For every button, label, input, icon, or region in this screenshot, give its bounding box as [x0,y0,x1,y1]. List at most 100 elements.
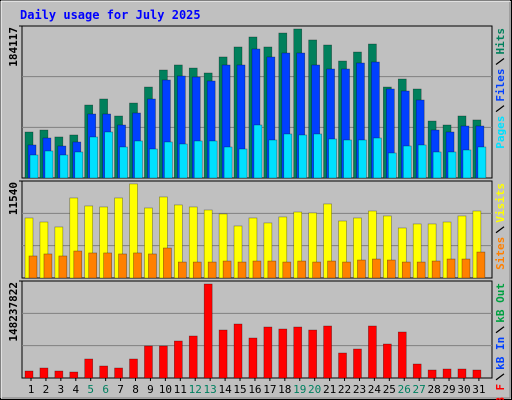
bar [477,146,487,179]
bar [383,343,392,379]
bar [237,261,247,279]
bar [29,154,39,179]
legend-separator [495,373,505,381]
bar [343,139,352,179]
chart-title: Daily usage for July 2025 [20,8,201,22]
bar [297,260,307,279]
bar [447,151,457,179]
legend-label: kB In [494,337,507,370]
bar [222,260,232,279]
bar [283,133,293,179]
bar [203,283,213,379]
bar [208,140,218,179]
bar [223,146,233,179]
bar [323,325,332,379]
bar [104,131,113,179]
bar [28,255,38,279]
x-tick-label: 19 [293,383,306,396]
x-tick-label: 17 [263,383,276,396]
bar [308,329,317,379]
legend-separator [495,326,505,334]
x-tick-label: 22 [338,383,351,396]
x-tick-label: 29 [442,383,455,396]
x-tick-label: 11 [174,383,187,396]
bar [267,260,277,279]
bar [442,368,452,379]
bar [312,261,321,279]
bar [327,260,336,279]
x-tick-label: 26 [398,383,411,396]
bar [338,352,347,379]
x-tick-label: 14 [218,383,232,396]
bar [368,325,377,379]
y-tick-label: 184117 [7,27,20,67]
y-tick-label: 11540 [7,182,20,215]
bar [59,154,69,179]
bar [268,139,278,179]
bar [293,326,303,379]
x-tick-label: 13 [204,383,217,396]
bar [397,331,407,379]
bar [148,253,157,279]
x-tick-label: 6 [102,383,109,396]
legend-separator [495,226,505,234]
legend-separator [495,58,505,65]
bar [163,247,172,279]
bar [193,140,203,179]
bar [118,253,127,279]
x-tick-label: 15 [233,383,246,396]
bar [412,363,422,379]
bar [69,371,79,379]
legend-label: Visits [494,183,507,223]
bar [416,261,426,279]
bar [388,152,397,179]
bar [207,261,217,279]
bar [119,146,128,179]
bar [54,370,64,379]
bar [387,259,396,279]
bar [74,151,84,179]
bar [174,340,183,379]
bar [253,124,263,179]
x-tick-label: 3 [58,383,65,396]
bar [252,260,262,279]
x-tick-label: 25 [383,383,396,396]
bar [133,252,142,279]
x-tick-label: 9 [147,383,154,396]
x-tick-label: 21 [323,383,336,396]
x-tick-label: 2 [43,383,50,396]
bar [24,370,34,379]
x-tick-label: 12 [189,383,202,396]
x-tick-label: 31 [472,383,485,396]
legend-label: kB F [494,384,507,400]
bar [472,369,482,379]
bar [218,329,228,379]
x-tick-label: 16 [248,383,261,396]
bar [278,328,288,379]
bar [58,255,68,279]
bar [103,252,112,279]
x-tick-label: 5 [87,383,94,396]
bar [144,345,153,379]
x-tick-label: 18 [278,383,291,396]
x-tick-label: 7 [117,383,124,396]
bar [263,326,273,379]
bar [149,148,158,179]
legend-label: Pages [494,116,507,149]
bar [358,139,367,179]
bar [476,251,486,279]
bar [357,259,366,279]
bar [238,148,248,179]
bar [432,151,442,179]
bar [44,150,54,179]
bar [417,144,427,179]
x-tick-label: 23 [353,383,366,396]
bar [89,136,99,179]
legend-separator [495,105,505,113]
bar [373,137,382,179]
x-tick-label: 28 [427,383,440,396]
legend-label: Hits [494,28,507,55]
bar [402,145,412,179]
x-tick-label: 4 [72,383,79,396]
x-tick-label: 8 [132,383,139,396]
